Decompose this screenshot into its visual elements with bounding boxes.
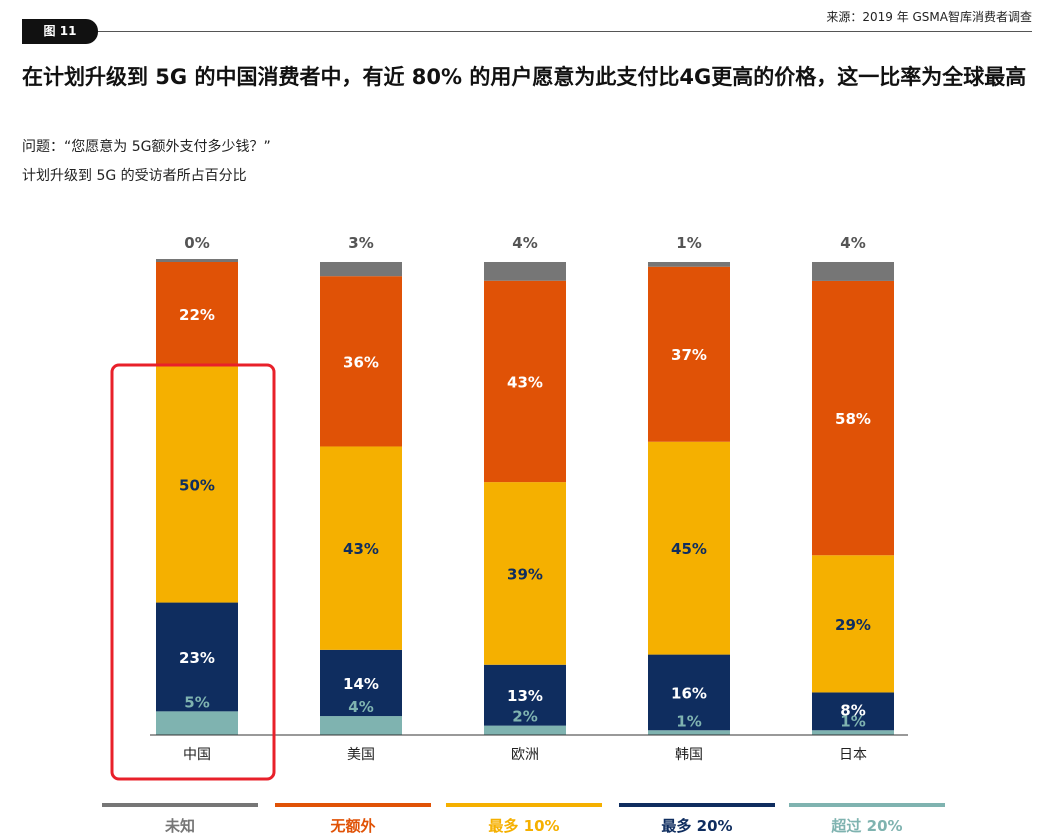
- segment-label-2-2: 39%: [507, 565, 543, 583]
- legend-label-3: 最多 20%: [661, 817, 732, 835]
- legend-label-0: 未知: [164, 817, 195, 835]
- bar-segment-4-4: [812, 262, 894, 281]
- chart-subtitle-question: 问题：“您愿意为 5G额外支付多少钱？”: [22, 139, 271, 155]
- bar-segment-2-0: [484, 725, 566, 735]
- segment-label-2-1: 13%: [507, 687, 543, 705]
- segment-label-1-3: 36%: [343, 353, 379, 371]
- bar-segment-2-2: [484, 482, 566, 665]
- figure-tag: 图 11: [22, 19, 98, 44]
- category-label-3: 韩国: [675, 747, 703, 763]
- segment-label-3-1: 16%: [671, 684, 707, 702]
- highlight-box: [110, 363, 276, 781]
- bar-segment-2-4: [484, 262, 566, 281]
- bar-segment-0-0: [156, 711, 238, 735]
- source-note: 来源：2019 年 GSMA智库消费者调查: [826, 10, 1032, 24]
- segment-label-2-0: 2%: [512, 708, 537, 726]
- bar-segment-0-4: [156, 259, 238, 262]
- segment-label-0-0: 5%: [184, 693, 209, 711]
- bar-segment-4-1: [812, 692, 894, 731]
- bar-segment-1-2: [320, 446, 402, 650]
- legend-label-4: 超过 20%: [830, 817, 902, 835]
- bar-segment-1-0: [320, 716, 402, 735]
- chart-subtitle-basis: 计划升级到 5G 的受访者所占百分比: [22, 168, 247, 184]
- unknown-label-4: 4%: [840, 234, 865, 252]
- segment-label-4-0: 1%: [840, 712, 865, 730]
- bar-segment-0-3: [156, 262, 238, 367]
- bar-segment-3-4: [648, 262, 730, 267]
- legend-swatch-超过20: [789, 803, 945, 807]
- legend-label-2: 最多 10%: [488, 817, 559, 835]
- bar-segment-0-2: [156, 366, 238, 603]
- category-label-1: 美国: [347, 747, 375, 763]
- legend-swatch-未知: [102, 803, 258, 807]
- segment-label-3-0: 1%: [676, 712, 701, 730]
- bar-segment-4-3: [812, 280, 894, 556]
- header-rule: [22, 31, 1032, 32]
- legend-label-1: 无额外: [329, 817, 375, 835]
- category-label-0: 中国: [183, 747, 211, 763]
- segment-label-0-3: 22%: [179, 306, 215, 324]
- bar-segment-3-1: [648, 654, 730, 731]
- legend-swatch-无额外: [275, 803, 431, 807]
- unknown-label-3: 1%: [676, 234, 701, 252]
- segment-label-1-0: 4%: [348, 698, 373, 716]
- bars-group: [156, 259, 894, 735]
- legend-swatch-最多20: [619, 803, 775, 807]
- segment-label-1-2: 43%: [343, 540, 379, 558]
- bar-segment-1-4: [320, 262, 402, 277]
- unknown-label-2: 4%: [512, 234, 537, 252]
- legend-swatch-最多10: [446, 803, 602, 807]
- bar-segment-4-0: [812, 730, 894, 735]
- legend: 未知 无额外 最多 10% 最多 20% 超过 20%: [102, 803, 945, 835]
- bar-segment-0-1: [156, 602, 238, 712]
- bar-segment-2-1: [484, 664, 566, 726]
- category-label-2: 欧洲: [511, 747, 539, 763]
- bar-segment-1-3: [320, 276, 402, 447]
- segment-label-3-2: 45%: [671, 540, 707, 558]
- segment-label-1-1: 14%: [343, 675, 379, 693]
- chart-title: 在计划升级到 5G 的中国消费者中，有近 80% 的用户愿意为此支付比4G更高的…: [22, 65, 1027, 89]
- category-label-4: 日本: [839, 747, 867, 763]
- bar-segment-3-3: [648, 266, 730, 442]
- bar-segment-3-0: [648, 730, 730, 735]
- segment-label-0-1: 23%: [179, 649, 215, 667]
- segment-label-2-3: 43%: [507, 373, 543, 391]
- segment-label-3-3: 37%: [671, 346, 707, 364]
- segment-label-4-2: 29%: [835, 616, 871, 634]
- segment-label-0-2: 50%: [179, 476, 215, 494]
- unknown-label-1: 3%: [348, 234, 373, 252]
- unknown-label-0: 0%: [184, 234, 209, 252]
- bar-segment-3-2: [648, 441, 730, 655]
- labels-group: 5% 23% 50% 22% 0% 中国 4% 14% 43% 36% 3% 美国 2% 13% 39% 43…: [179, 234, 871, 763]
- bar-segment-1-1: [320, 649, 402, 717]
- bar-segment-2-3: [484, 280, 566, 483]
- segment-label-4-1: 8%: [840, 701, 865, 719]
- segment-label-4-3: 58%: [835, 410, 871, 428]
- bar-segment-4-2: [812, 555, 894, 693]
